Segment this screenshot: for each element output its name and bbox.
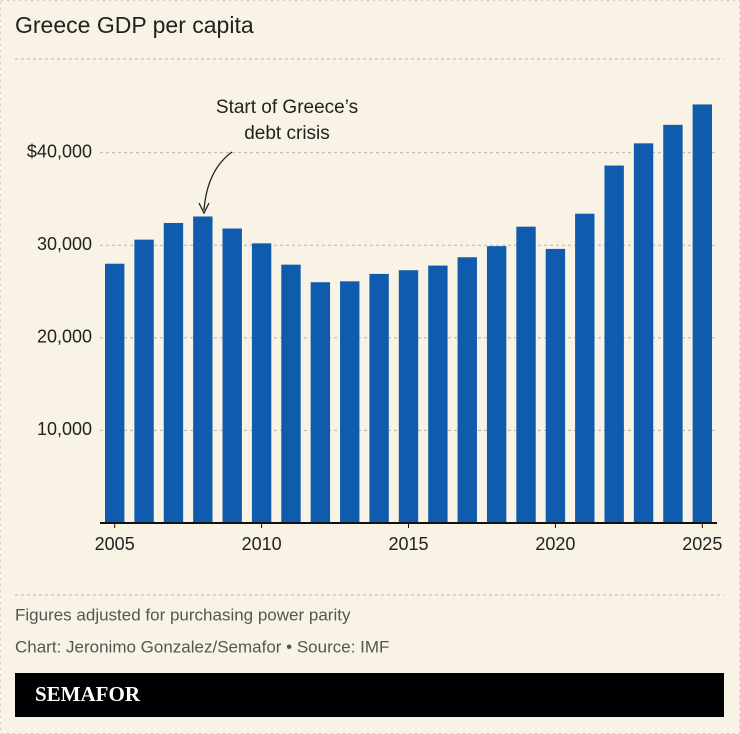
bar [104,263,125,523]
source: Chart: Jeronimo Gonzalez/Semafor • Sourc… [15,637,389,656]
bar [310,282,331,523]
bar [692,104,713,523]
bar [369,273,389,523]
y-tick-label: 10,000 [37,419,92,439]
brand: SEMAFOR [35,682,141,706]
bar [193,216,213,523]
x-tick-label: 2015 [388,534,428,554]
y-tick-label: 30,000 [37,234,92,254]
bar [457,257,477,523]
bar [663,124,683,523]
bar [545,248,566,524]
bar [604,165,624,523]
y-tick-label: 20,000 [37,327,92,347]
bar [516,226,536,523]
bar [163,222,184,523]
annotation: Start of Greece’s [216,97,358,118]
bar [340,281,360,523]
bar [134,239,154,524]
annotation: debt crisis [244,123,330,144]
bar [428,265,448,523]
bar [251,243,272,523]
x-tick-label: 2020 [535,534,575,554]
note: Figures adjusted for purchasing power pa… [15,605,351,624]
bar [575,213,595,523]
bar [486,246,507,523]
bar [633,143,654,523]
annotation-arrowhead [198,202,210,215]
bar [281,264,301,523]
x-tick-label: 2010 [242,534,282,554]
bar [222,228,242,524]
bar [398,270,419,523]
x-tick-label: 2025 [682,534,722,554]
brand-band [15,673,724,717]
annotation-arrow [203,151,233,211]
chart-title: Greece GDP per capita [15,12,254,38]
y-tick-label: $40,000 [27,141,92,161]
x-tick-label: 2005 [95,534,135,554]
